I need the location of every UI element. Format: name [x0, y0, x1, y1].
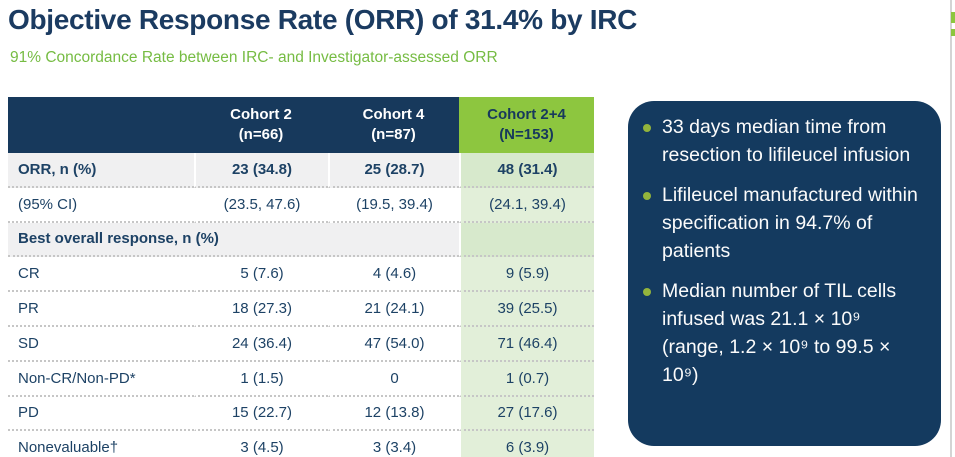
- list-item: Lifileucel manufactured within specifica…: [643, 182, 925, 265]
- cell-value: 25 (28.7): [328, 153, 459, 188]
- cell-value: 23 (34.8): [194, 153, 328, 188]
- cell-value: 12 (13.8): [328, 396, 459, 432]
- cell-value: 47 (54.0): [328, 326, 459, 362]
- cell-value: 3 (3.4): [328, 431, 459, 457]
- key-points-callout: 33 days median time from resection to li…: [628, 101, 941, 446]
- clipped-slide-number-fragment: [951, 29, 955, 36]
- table-row-noncr-nonpd: Non-CR/Non-PD* 1 (1.5) 0 1 (0.7): [8, 361, 594, 397]
- cell-value: 0: [328, 361, 459, 397]
- bullet-text: 33 days median time from resection to li…: [662, 116, 911, 166]
- page-subtitle: 91% Concordance Rate between IRC- and In…: [10, 49, 498, 66]
- row-label: Nonevaluable†: [8, 431, 194, 457]
- cell-value: 5 (7.6): [194, 257, 328, 293]
- list-item: Median number of TIL cells infused was 2…: [643, 278, 925, 389]
- header-corner-cell: [8, 97, 194, 153]
- cell-value: 39 (25.5): [459, 292, 594, 327]
- cell-value: 27 (17.6): [459, 396, 594, 432]
- orr-results-table: Cohort 2 (n=66) Cohort 4 (n=87) Cohort 2…: [8, 97, 594, 457]
- cell-value: 24 (36.4): [194, 326, 328, 362]
- bullet-text: Median number of TIL cells infused was 2…: [662, 280, 897, 386]
- cell-value: 15 (22.7): [194, 396, 328, 432]
- slide-edge-divider: [950, 0, 952, 457]
- cell-value: 3 (4.5): [194, 431, 328, 457]
- bullet-dot-icon: [643, 288, 651, 297]
- cell-value: 18 (27.3): [194, 292, 328, 327]
- table-row-orr: ORR, n (%) 23 (34.8) 25 (28.7) 48 (31.4): [8, 153, 594, 188]
- table-row-cr: CR 5 (7.6) 4 (4.6) 9 (5.9): [8, 257, 594, 293]
- cell-value: 6 (3.9): [459, 431, 594, 457]
- cell-value: 9 (5.9): [459, 257, 594, 293]
- cell-value: 71 (46.4): [459, 326, 594, 362]
- row-label: ORR, n (%): [8, 153, 194, 188]
- table-row-95ci: (95% CI) (23.5, 47.6) (19.5, 39.4) (24.1…: [8, 187, 594, 223]
- cell-value: (23.5, 47.6): [194, 187, 328, 223]
- cell-value: 1 (0.7): [459, 361, 594, 397]
- bullet-dot-icon: [643, 124, 651, 132]
- cell-value: (19.5, 39.4): [328, 187, 459, 223]
- bullet-dot-icon: [643, 192, 651, 201]
- page-title: Objective Response Rate (ORR) of 31.4% b…: [8, 4, 638, 35]
- table-row-pr: PR 18 (27.3) 21 (24.1) 39 (25.5): [8, 292, 594, 327]
- table-row-sd: SD 24 (36.4) 47 (54.0) 71 (46.4): [8, 326, 594, 362]
- table-header-row: Cohort 2 (n=66) Cohort 4 (n=87) Cohort 2…: [8, 97, 594, 153]
- table-row-nonevaluable: Nonevaluable† 3 (4.5) 3 (3.4) 6 (3.9): [8, 431, 594, 457]
- row-label: (95% CI): [8, 187, 194, 223]
- row-label: SD: [8, 326, 194, 362]
- cell-value: 1 (1.5): [194, 361, 328, 397]
- cell-value: [459, 222, 594, 258]
- key-points-list: 33 days median time from resection to li…: [643, 114, 925, 389]
- cell-value: 21 (24.1): [328, 292, 459, 327]
- header-cohort-2-4: Cohort 2+4 (N=153): [459, 97, 594, 153]
- row-label: CR: [8, 257, 194, 293]
- clipped-slide-number-fragment: [951, 12, 955, 23]
- header-cohort-4: Cohort 4 (n=87): [328, 97, 459, 153]
- section-row-label: Best overall response, n (%): [8, 222, 459, 258]
- row-label: Non-CR/Non-PD*: [8, 361, 194, 397]
- row-label: PD: [8, 396, 194, 432]
- table-row-pd: PD 15 (22.7) 12 (13.8) 27 (17.6): [8, 396, 594, 432]
- cell-value: (24.1, 39.4): [459, 187, 594, 223]
- row-label: PR: [8, 292, 194, 327]
- bullet-text: Lifileucel manufactured within specifica…: [662, 184, 918, 262]
- list-item: 33 days median time from resection to li…: [643, 114, 925, 169]
- table-row-best-overall-response: Best overall response, n (%): [8, 222, 594, 258]
- header-cohort-2: Cohort 2 (n=66): [194, 97, 328, 153]
- cell-value: 4 (4.6): [328, 257, 459, 293]
- cell-value: 48 (31.4): [459, 153, 594, 188]
